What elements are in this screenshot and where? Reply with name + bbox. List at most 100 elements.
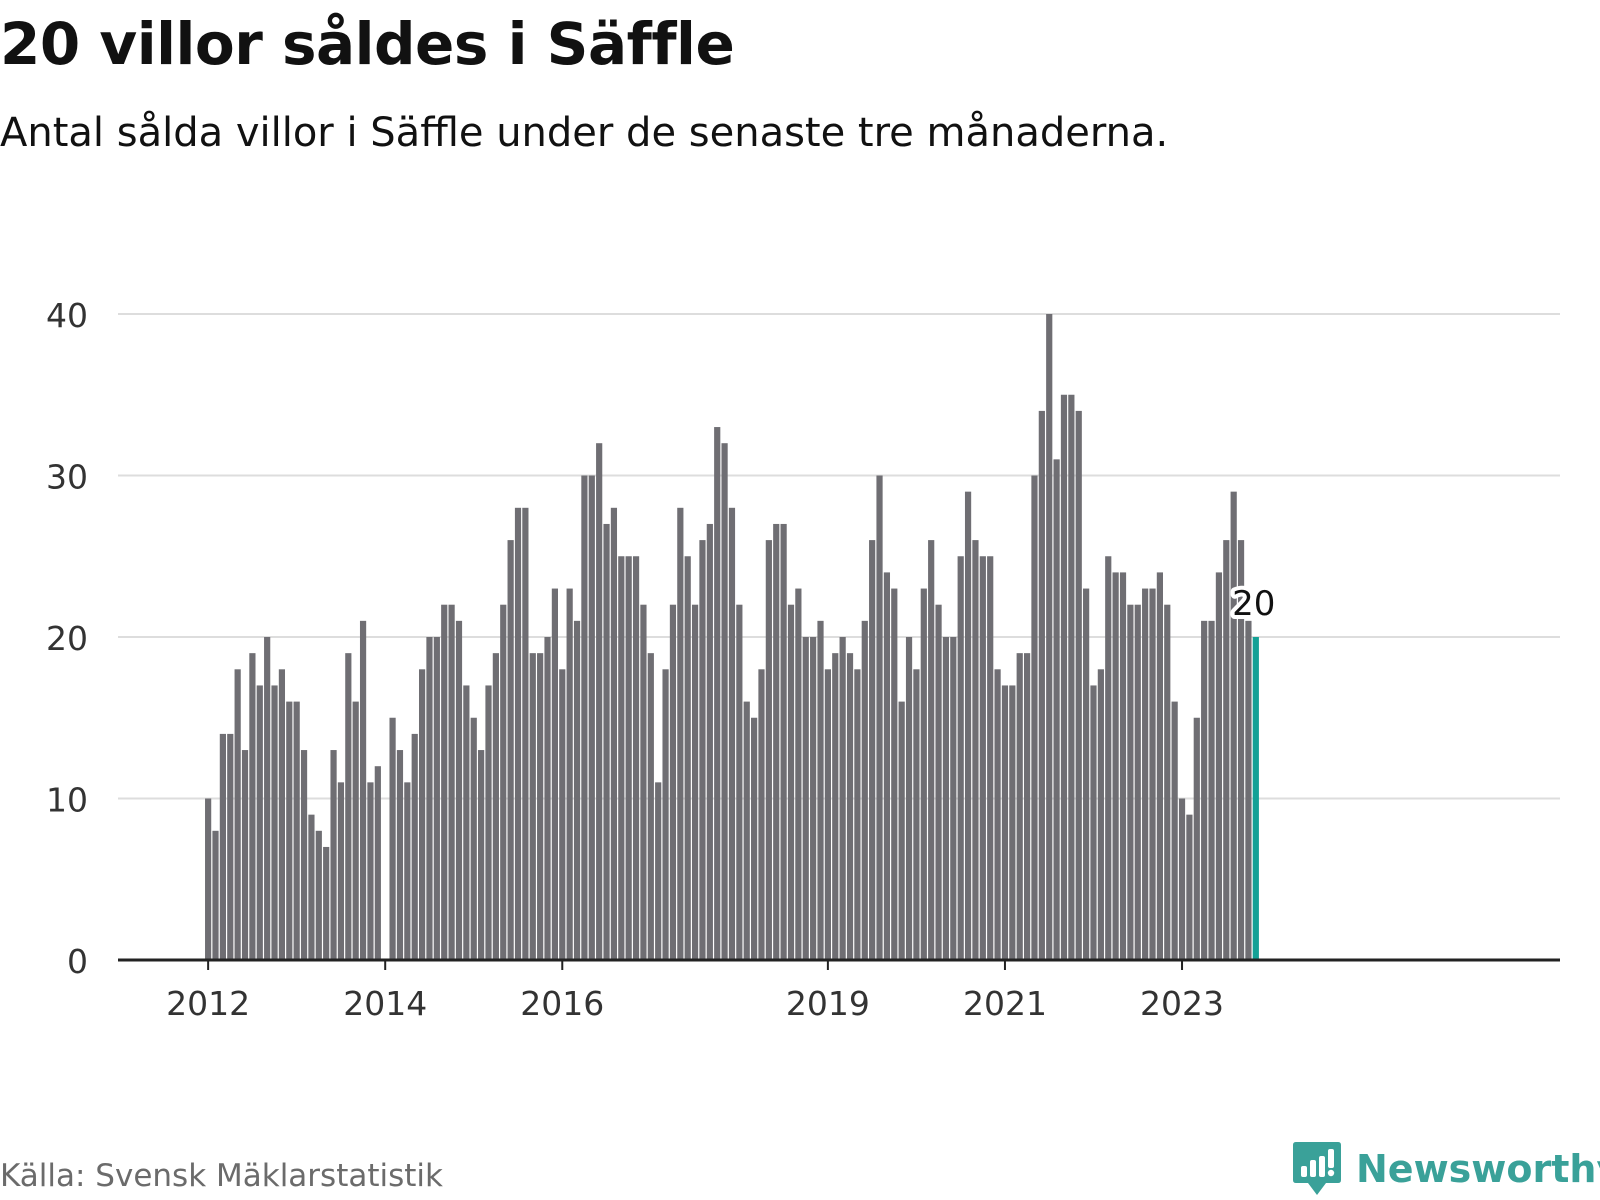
bar — [721, 443, 728, 960]
bar — [1149, 588, 1156, 960]
bar — [1068, 394, 1075, 960]
bar — [861, 620, 868, 960]
bar — [1178, 798, 1186, 960]
bar — [573, 620, 581, 960]
bar — [345, 653, 352, 960]
bar — [566, 588, 573, 960]
x-tick-label: 2016 — [520, 984, 604, 1023]
bar — [441, 604, 448, 960]
bar — [219, 733, 226, 960]
bar — [227, 733, 234, 960]
bar — [1156, 572, 1163, 960]
bar — [994, 669, 1001, 960]
y-tick-label: 20 — [46, 619, 88, 658]
bar — [1023, 653, 1031, 960]
brand-logo[interactable]: Newsworthy — [1292, 1140, 1600, 1198]
bar — [677, 507, 684, 960]
bar — [1127, 604, 1134, 960]
y-tick-label: 0 — [67, 942, 88, 981]
bar — [411, 733, 418, 960]
bar — [1009, 685, 1016, 960]
highlight-value-label: 20 — [1232, 584, 1275, 624]
bar — [337, 782, 345, 960]
bar — [419, 669, 426, 960]
bar — [618, 556, 625, 960]
bar — [1164, 604, 1171, 960]
bar — [1186, 814, 1193, 960]
bars — [205, 314, 1259, 960]
bar — [448, 604, 455, 960]
bar — [1193, 717, 1200, 960]
bar — [942, 637, 950, 960]
bar — [684, 556, 691, 960]
bar — [1053, 459, 1060, 960]
bar — [352, 701, 359, 960]
bar — [537, 653, 544, 960]
x-tick-label: 2012 — [166, 984, 250, 1023]
bar — [596, 443, 603, 960]
bar — [935, 604, 942, 960]
bar — [1038, 410, 1045, 960]
bar — [1230, 491, 1237, 960]
bar — [249, 653, 256, 960]
bar — [979, 556, 986, 960]
bar — [824, 669, 831, 960]
newsworthy-chart-bubble-icon — [1293, 1142, 1341, 1195]
axes: 0 10 20 30 40 2012 2014 2016 2019 2021 2023 — [46, 296, 1560, 1023]
bar — [846, 653, 854, 960]
bar — [433, 637, 440, 960]
bar — [396, 750, 404, 960]
bar — [544, 637, 551, 960]
bar — [655, 782, 662, 960]
bar — [714, 427, 721, 960]
bar — [1208, 620, 1215, 960]
bar — [869, 540, 876, 960]
bar — [780, 523, 787, 960]
bar — [640, 604, 647, 960]
bar — [559, 669, 566, 960]
bar — [773, 523, 780, 960]
bar — [972, 540, 979, 960]
bar — [1201, 620, 1208, 960]
bar — [1090, 685, 1097, 960]
bar — [817, 620, 824, 960]
bar — [987, 556, 994, 960]
bar — [1134, 604, 1141, 960]
bar — [205, 798, 212, 960]
bar — [1031, 475, 1038, 960]
y-tick-label: 10 — [46, 781, 88, 820]
bar — [839, 637, 846, 960]
bar — [632, 556, 640, 960]
bar — [1119, 572, 1127, 960]
bar — [1097, 669, 1104, 960]
bar — [957, 556, 964, 960]
bar — [736, 604, 743, 960]
bar — [1046, 314, 1053, 960]
bar — [706, 523, 713, 960]
bar — [293, 701, 300, 960]
bar — [470, 717, 477, 960]
bar — [647, 653, 654, 960]
bar — [787, 604, 795, 960]
bar — [765, 540, 772, 960]
bar — [514, 507, 522, 960]
bar — [891, 588, 898, 960]
bar — [1171, 701, 1178, 960]
bar — [691, 604, 699, 960]
bar — [603, 523, 610, 960]
bar — [699, 540, 706, 960]
x-tick-label: 2014 — [343, 984, 427, 1023]
bar — [728, 507, 736, 960]
bar — [323, 846, 330, 960]
bar — [854, 669, 861, 960]
bar — [1245, 620, 1252, 960]
data-labels: 20 — [1228, 580, 1279, 628]
bar — [500, 604, 507, 960]
bar — [278, 669, 286, 960]
bar — [898, 701, 905, 960]
y-tick-label: 30 — [46, 458, 88, 497]
y-tick-label: 40 — [46, 296, 88, 335]
bar — [913, 669, 920, 960]
bar — [832, 653, 839, 960]
bar-chart: 0 10 20 30 40 2012 2014 2016 2019 2021 2023 20 — [46, 296, 1560, 1023]
